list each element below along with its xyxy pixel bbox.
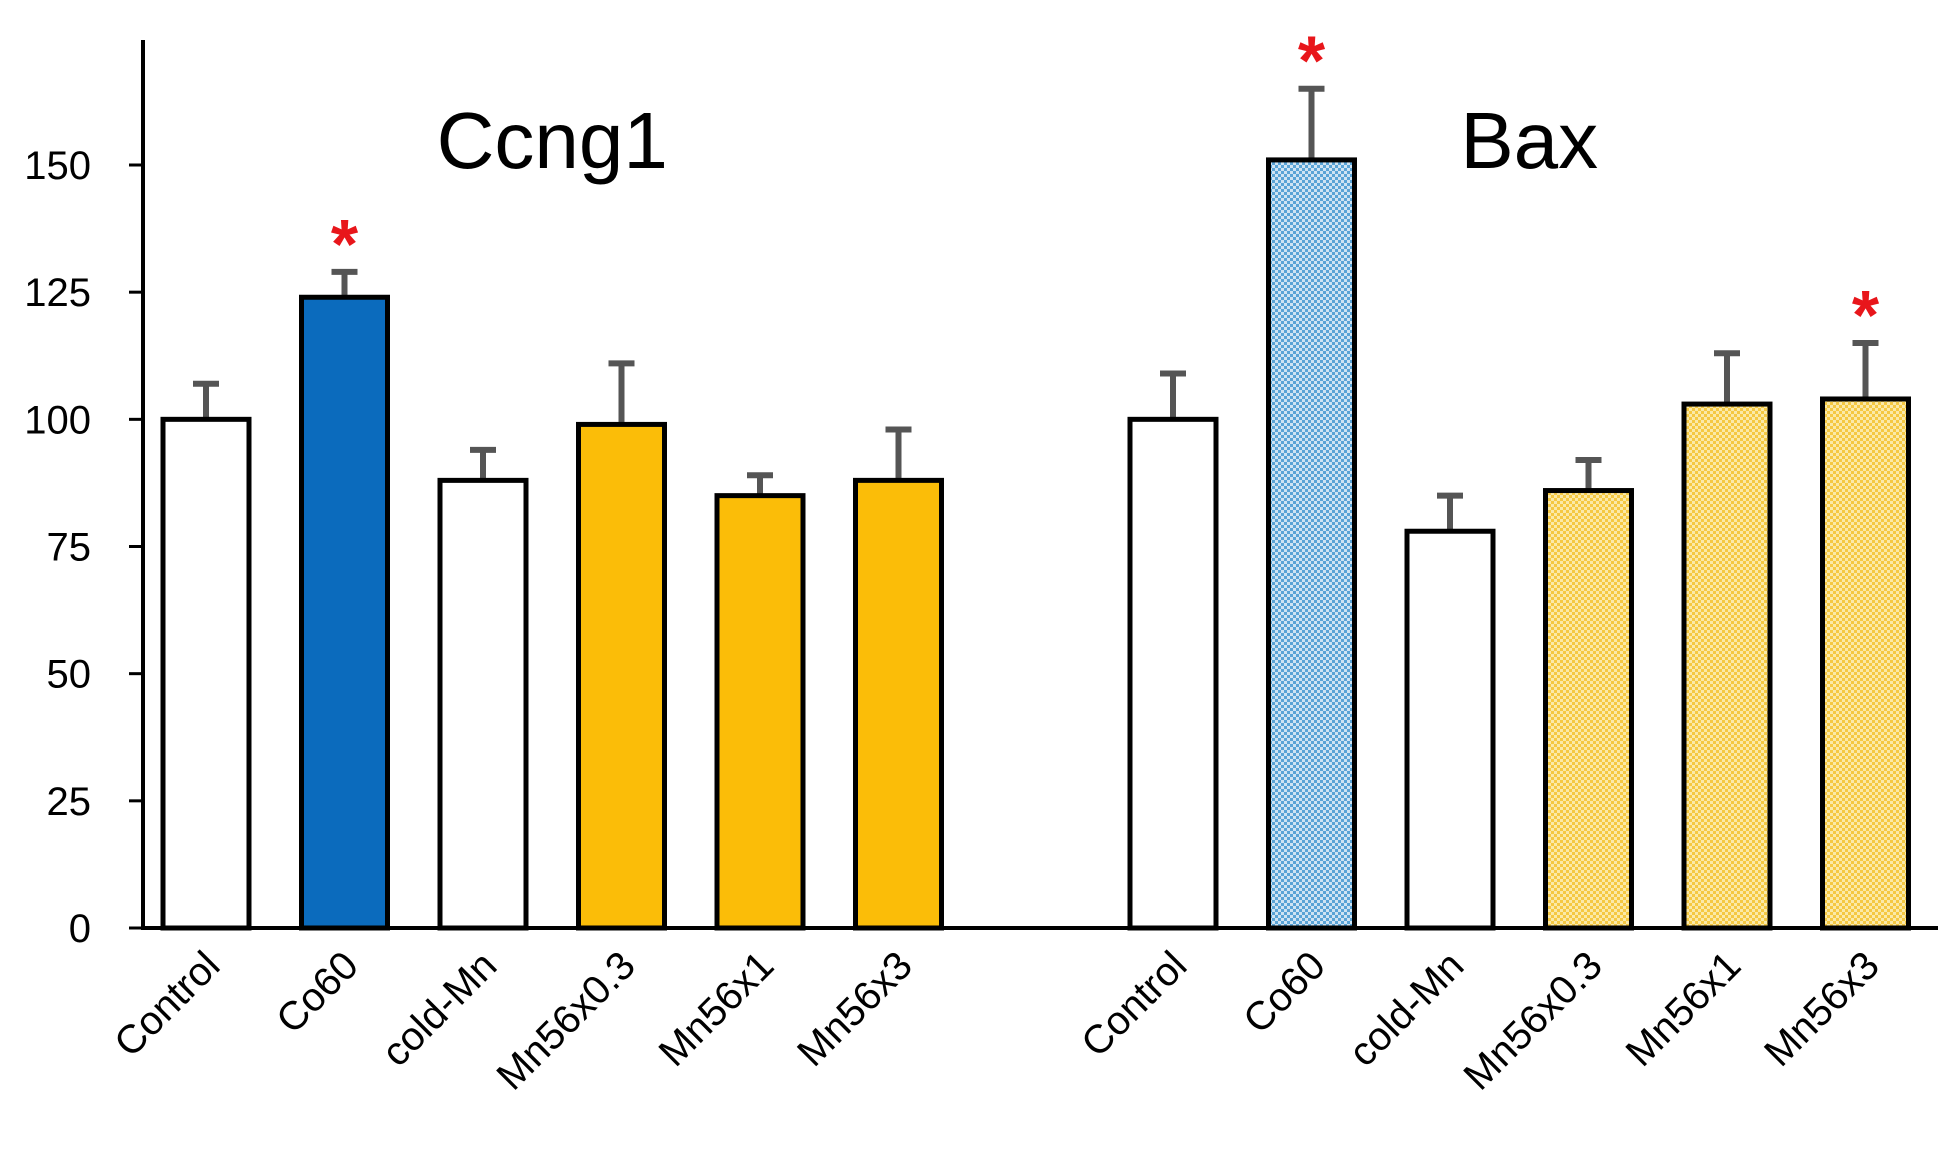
bar bbox=[714, 493, 806, 931]
bars-layer bbox=[160, 85, 1911, 931]
y-tick-label: 125 bbox=[24, 271, 91, 315]
bar bbox=[1543, 488, 1634, 931]
y-tick-label: 50 bbox=[47, 653, 92, 697]
y-tick-label: 75 bbox=[47, 526, 92, 570]
category-label: cold-Mn bbox=[1341, 943, 1473, 1075]
category-label: Co60 bbox=[1235, 943, 1334, 1042]
significance-star: * bbox=[331, 205, 359, 283]
bar bbox=[576, 421, 667, 931]
bar bbox=[160, 416, 252, 931]
y-tick-label: 100 bbox=[24, 398, 91, 442]
y-tick-label: 0 bbox=[69, 907, 91, 951]
category-label: cold-Mn bbox=[374, 943, 506, 1075]
group-title: Ccng1 bbox=[437, 96, 668, 185]
category-label: Mn56x3 bbox=[789, 943, 921, 1075]
bar bbox=[1266, 157, 1357, 931]
axes-layer bbox=[129, 40, 1938, 930]
bar bbox=[437, 477, 529, 931]
group-title: Bax bbox=[1460, 96, 1598, 185]
category-label: Mn56x3 bbox=[1756, 943, 1888, 1075]
category-label: Co60 bbox=[268, 943, 367, 1042]
bar bbox=[853, 477, 944, 931]
category-label: Mn56x1 bbox=[1618, 943, 1750, 1075]
y-tick-label: 150 bbox=[24, 144, 91, 188]
category-label: Mn56x0.3 bbox=[1456, 943, 1611, 1098]
significance-star: * bbox=[1852, 276, 1880, 354]
category-label: Mn56x0.3 bbox=[489, 943, 644, 1098]
category-label: Mn56x1 bbox=[651, 943, 783, 1075]
bar bbox=[1820, 396, 1911, 931]
significance-star: * bbox=[1298, 22, 1326, 100]
bar bbox=[1681, 401, 1773, 931]
bar bbox=[299, 294, 390, 931]
bar bbox=[1404, 528, 1496, 931]
category-label: Control bbox=[1073, 943, 1195, 1065]
bar bbox=[1127, 416, 1219, 931]
category-label: Control bbox=[106, 943, 228, 1065]
y-tick-label: 25 bbox=[47, 780, 92, 824]
